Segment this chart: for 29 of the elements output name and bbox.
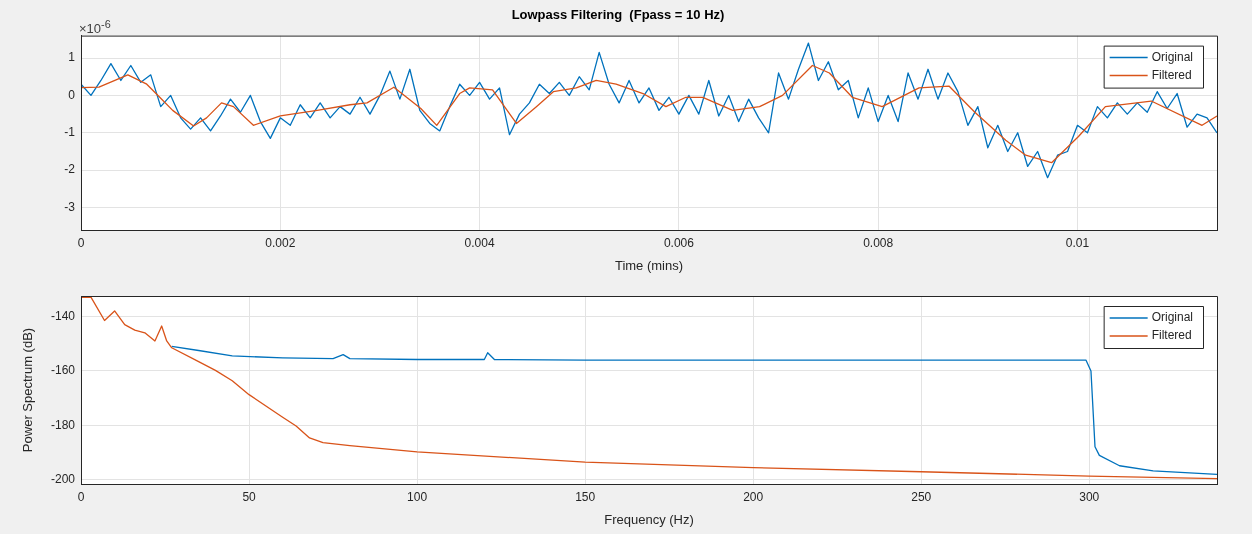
y-tick-label: -1 <box>64 125 76 140</box>
y-tick-label: 0 <box>68 87 76 102</box>
x-tick-label: 0.006 <box>663 235 695 250</box>
x-tick-label: 150 <box>575 489 596 504</box>
y-tick-label: -160 <box>50 363 76 378</box>
x-tick-label: 100 <box>407 489 428 504</box>
y-tick-label: -3 <box>64 199 76 214</box>
x-tick-label: 0.008 <box>863 235 894 250</box>
chart-title: Lowpass Filtering (Fpass = 10 Hz) <box>511 7 725 23</box>
text: ×10$^{-6}$ <box>79 16 111 37</box>
y-tick-label: -200 <box>50 472 76 487</box>
x-tick-label: 0.004 <box>464 235 495 250</box>
x-tick-label: 0.002 <box>265 235 296 250</box>
y-tick-label: 1 <box>68 50 76 65</box>
legend-label: Filtered <box>1151 328 1192 343</box>
y-tick-label: -2 <box>64 162 76 177</box>
legend-label: Filtered <box>1151 67 1192 82</box>
legend-label: Original <box>1151 310 1194 325</box>
y-tick-label: -180 <box>50 417 76 432</box>
x-axis-title: Frequency (Hz) <box>604 511 694 527</box>
x-tick-label: 0.01 <box>1065 235 1090 250</box>
y-axis-title: Power Spectrum (dB) <box>20 327 36 453</box>
x-tick-label: 200 <box>743 489 764 504</box>
x-axis-title: Time (mins) <box>614 257 684 273</box>
y-tick-label: -140 <box>50 308 76 323</box>
legend-label: Original <box>1151 49 1194 64</box>
x-tick-label: 250 <box>911 489 932 504</box>
x-tick-label: 50 <box>242 489 257 504</box>
x-tick-label: 300 <box>1079 489 1100 504</box>
